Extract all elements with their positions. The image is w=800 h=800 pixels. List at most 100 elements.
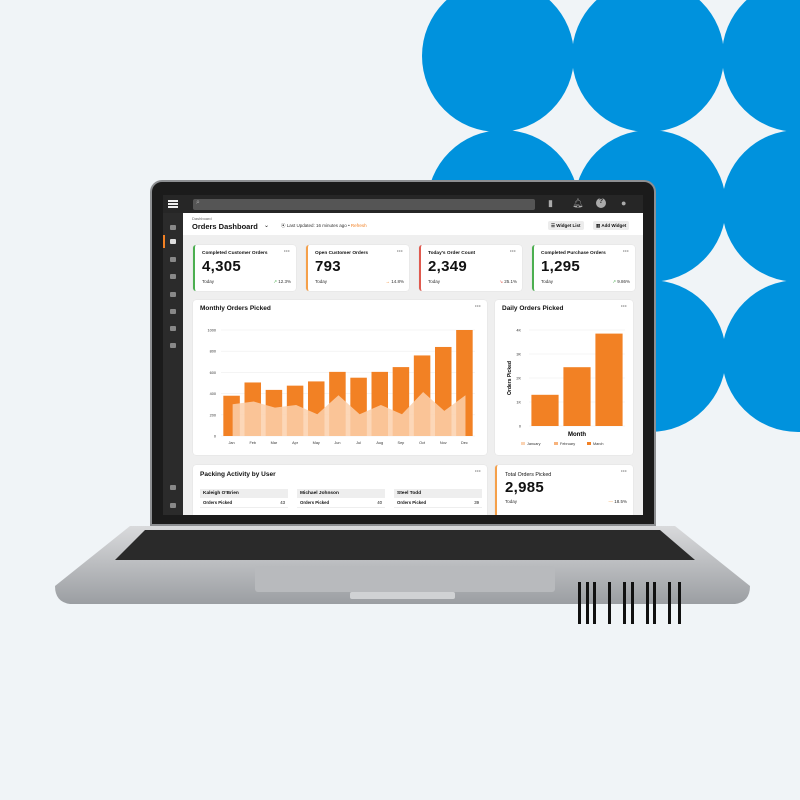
chart-icon[interactable] <box>170 239 176 244</box>
total-orders-widget: Total Orders Picked ··· 2,985 Today — 18… <box>495 465 633 515</box>
y-tick-label: 2K <box>516 377 521 381</box>
x-tick-label: Jul <box>356 441 361 445</box>
legend-label: February <box>560 442 575 446</box>
metric-label: Orders Picked <box>397 500 427 505</box>
kpi-change: ↘ 25.1% <box>499 279 517 284</box>
kpi-change: ↗ 9.86% <box>612 279 630 284</box>
bell-icon[interactable]: 🔔︎ <box>572 198 584 208</box>
packing-activity-widget: Packing Activity by User ··· Kaleigh O'B… <box>193 465 487 515</box>
box-icon[interactable] <box>170 309 176 314</box>
metric-value: 43 <box>280 500 285 505</box>
y-tick-label: 0 <box>519 425 521 429</box>
breadcrumb[interactable]: Dashboard <box>192 216 212 221</box>
x-tick-label: Apr <box>292 441 299 445</box>
user-icon[interactable]: ● <box>621 198 627 208</box>
kpi-period: Today <box>428 279 441 284</box>
decor-circle <box>422 0 574 132</box>
tag-icon[interactable] <box>170 343 176 348</box>
area-series <box>232 392 466 436</box>
daily-chart: 0 1K 2K 3K 4K Orders Picked Month January Februa… <box>507 329 625 446</box>
top-bar: ⌕ ▮ 🔔︎ ? ● <box>163 195 643 213</box>
widget-title: Daily Orders Picked <box>502 305 564 312</box>
bookmark-icon[interactable]: ▮ <box>548 198 553 208</box>
more-icon[interactable]: ··· <box>623 249 629 255</box>
truck-icon[interactable] <box>170 292 176 297</box>
widget-title: Packing Activity by User <box>200 471 276 478</box>
dashboard-screen: ⌕ ▮ 🔔︎ ? ● Dashboard Orders Dashboard ⌄ … <box>163 195 643 515</box>
y-tick-label: 1K <box>516 401 521 405</box>
barcode-decor <box>578 582 688 624</box>
menu-icon[interactable] <box>168 200 178 208</box>
sidebar-active-indicator <box>163 235 165 248</box>
y-tick-label: 0 <box>214 435 216 439</box>
list-icon[interactable] <box>170 274 176 279</box>
refresh-link[interactable]: Refresh <box>350 223 367 228</box>
legend-label: January <box>527 442 541 446</box>
legend-swatch <box>554 442 558 445</box>
user-name: Michael Johnson <box>297 489 385 498</box>
gear-icon[interactable] <box>170 257 176 262</box>
x-axis-label: Month <box>568 432 586 438</box>
trend-down-icon: ↘ <box>499 279 503 284</box>
y-tick-label: 3K <box>516 353 521 357</box>
last-updated: ⦿ Last Updated: 16 minutes ago • Refresh <box>281 223 367 228</box>
laptop-base <box>55 524 750 604</box>
more-icon[interactable]: ··· <box>510 249 516 255</box>
monthly-chart: 0 200 400 600 800 1000 Jan Feb Mar Apr May Jun Jul Au… <box>208 329 475 445</box>
x-tick-label: Mar <box>271 441 278 445</box>
bar <box>531 394 559 426</box>
more-icon[interactable]: ··· <box>621 469 627 475</box>
widget-list-button[interactable]: ☰ Widget List <box>548 221 584 230</box>
y-tick-label: 4K <box>516 329 521 333</box>
bar <box>563 367 591 426</box>
more-icon[interactable]: ··· <box>397 249 403 255</box>
legend-label: March <box>593 442 604 446</box>
x-tick-label: Sep <box>398 441 405 445</box>
x-tick-label: May <box>313 441 320 445</box>
decor-circle <box>722 280 800 432</box>
user-name: Steel Todd <box>394 489 482 498</box>
kpi-change: ↗ 12.3% <box>273 279 291 284</box>
kpi-value: 2,985 <box>505 479 545 496</box>
search-input[interactable]: ⌕ <box>193 199 535 210</box>
decor-circle <box>722 130 800 282</box>
printer-icon[interactable] <box>170 503 176 508</box>
user-activity-card: Steel Todd Orders Picked 39 <box>394 489 482 513</box>
x-tick-label: Jun <box>334 441 340 445</box>
kpi-title: Today's Order Count <box>428 251 476 256</box>
decor-circle <box>722 0 800 132</box>
chevron-down-icon[interactable]: ⌄ <box>264 223 270 229</box>
more-icon[interactable]: ··· <box>284 249 290 255</box>
x-tick-label: Dec <box>461 441 468 445</box>
metric-value: 40 <box>377 500 382 505</box>
people-icon[interactable] <box>170 326 176 331</box>
kpi-card: Open Customer Orders ··· 793 Today → 14.… <box>306 245 409 291</box>
kpi-title: Total Orders Picked <box>505 472 552 478</box>
bar <box>595 333 623 426</box>
more-icon[interactable]: ··· <box>475 469 481 475</box>
trend-flat-icon: → <box>385 279 390 284</box>
metric-label: Orders Picked <box>203 500 233 505</box>
print-icon[interactable] <box>170 225 176 230</box>
kpi-card: Completed Customer Orders ··· 4,305 Toda… <box>193 245 296 291</box>
x-tick-label: Jan <box>229 441 235 445</box>
legend-swatch <box>587 442 591 445</box>
trend-up-icon: ↗ <box>612 279 616 284</box>
add-widget-button[interactable]: ▥ Add Widget <box>593 221 630 230</box>
more-icon[interactable]: ··· <box>475 304 481 310</box>
kpi-title: Completed Purchase Orders <box>541 251 606 256</box>
kpi-value: 4,305 <box>202 258 242 275</box>
x-tick-label: Feb <box>249 441 256 445</box>
file-icon[interactable] <box>170 485 176 490</box>
page-header: Dashboard Orders Dashboard ⌄ ⦿ Last Upda… <box>183 213 643 235</box>
kpi-period: Today <box>505 499 518 504</box>
y-tick-label: 800 <box>210 350 216 354</box>
more-icon[interactable]: ··· <box>621 304 627 310</box>
sidebar <box>163 213 183 515</box>
daily-orders-widget: Daily Orders Picked ··· 0 1K 2K 3K 4K Orders … <box>495 300 633 455</box>
kpi-value: 793 <box>315 258 341 275</box>
kpi-card: Completed Purchase Orders ··· 1,295 Toda… <box>532 245 635 291</box>
metric-value: 39 <box>474 500 479 505</box>
help-icon[interactable]: ? <box>596 198 606 208</box>
kpi-change: — 18.5% <box>608 499 627 504</box>
